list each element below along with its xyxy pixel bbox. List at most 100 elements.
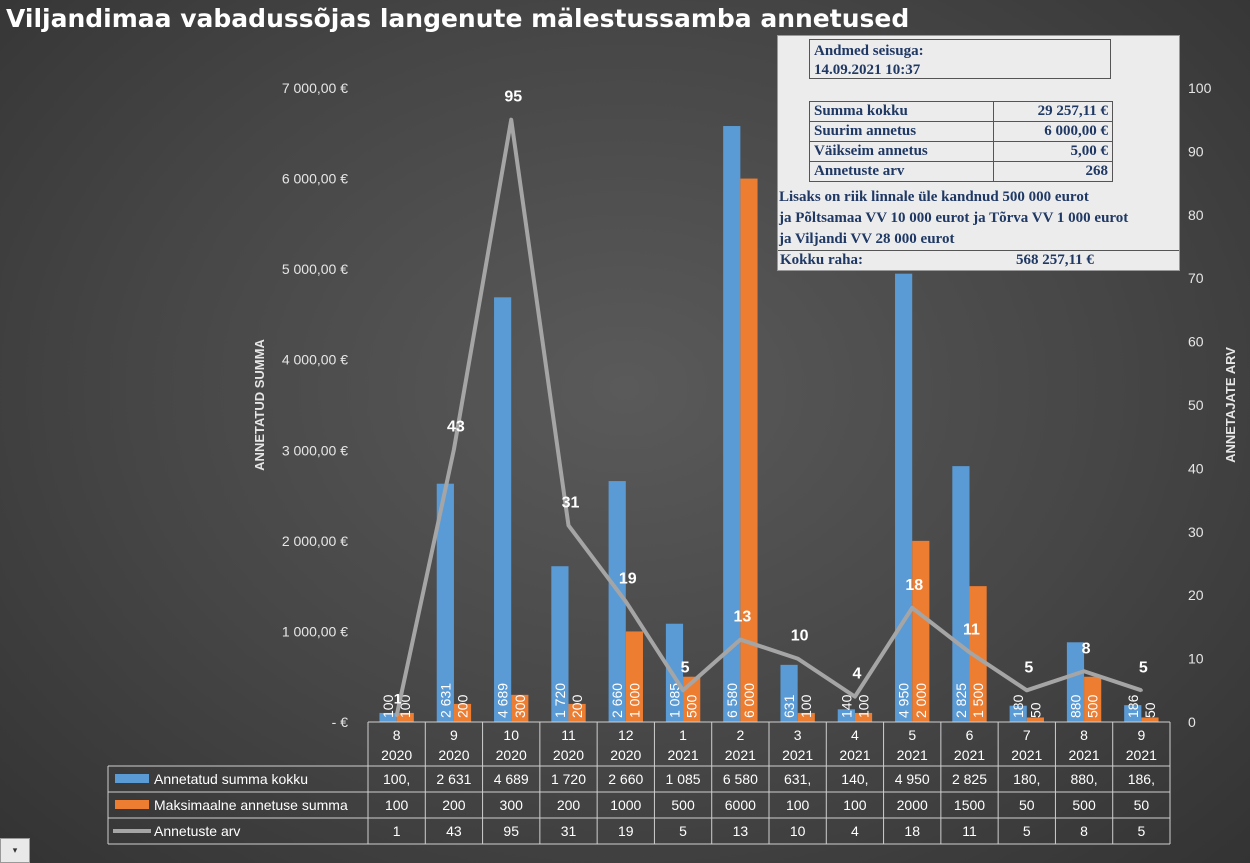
- bar-donated-data-label: 2 660: [609, 683, 625, 718]
- bar-max-donation: [912, 540, 930, 722]
- chart-title: Viljandimaa vabadussõjas langenute mäles…: [6, 4, 910, 33]
- right-axis-tick-label: 20: [1188, 587, 1204, 603]
- bar-donated-data-label: 4 950: [896, 683, 912, 718]
- data-table-cell: 100,: [383, 771, 410, 787]
- left-axis-tick-label: 4 000,00 €: [282, 352, 348, 368]
- data-as-of-label: Andmed seisuga:: [814, 43, 924, 59]
- data-table-cell: 8: [1080, 823, 1088, 839]
- line-data-label: 19: [619, 571, 637, 588]
- category-year-label: 2020: [438, 747, 469, 763]
- note-line: ja Viljandi VV 28 000 eurot: [779, 231, 955, 247]
- bar-max-donation-data-label: 6 000: [741, 683, 757, 718]
- category-year-label: 2021: [667, 747, 698, 763]
- data-table-cell: 100: [385, 797, 409, 813]
- left-axis-tick-label: 2 000,00 €: [282, 533, 348, 549]
- stats-row: Suurim annetus 6 000,00 €: [809, 121, 1114, 142]
- line-data-label: 1: [394, 691, 402, 707]
- bar-max-donation-data-label: 50: [1142, 702, 1158, 718]
- bar-max-donation: [1141, 717, 1159, 722]
- data-table-cell: 1: [393, 823, 401, 839]
- data-table-cell: 13: [733, 823, 749, 839]
- data-table-cell: 100: [786, 797, 810, 813]
- bar-max-donation-data-label: 100: [856, 694, 872, 718]
- bar-max-donation-data-label: 50: [1027, 702, 1043, 718]
- category-month-label: 10: [503, 727, 519, 743]
- bar-donated-data-label: 880: [1067, 694, 1083, 718]
- stats-label: Väikseim annetus: [809, 141, 994, 162]
- bar-donated-data-label: 2 825: [953, 683, 969, 718]
- dropdown-button[interactable]: ▾: [0, 838, 30, 863]
- bar-max-donation: [1026, 717, 1044, 722]
- left-axis-tick-label: 3 000,00 €: [282, 442, 348, 458]
- right-axis-title: ANNETAJATE ARV: [1223, 347, 1238, 463]
- data-table-cell: 4 689: [494, 771, 529, 787]
- line-data-label: 18: [905, 577, 923, 594]
- data-table-cell: 300: [500, 797, 524, 813]
- bar-donated-data-label: 186: [1125, 694, 1141, 718]
- category-year-label: 2021: [954, 747, 985, 763]
- category-month-label: 1: [679, 727, 687, 743]
- category-month-label: 3: [794, 727, 802, 743]
- bar-donated: [837, 709, 855, 722]
- left-axis-tick-label: 7 000,00 €: [282, 80, 348, 96]
- bar-max-donation: [511, 694, 529, 722]
- data-table-cell: 18: [904, 823, 920, 839]
- data-table-cell: 50: [1019, 797, 1035, 813]
- category-month-label: 8: [393, 727, 401, 743]
- bar-max-donation-data-label: 2 000: [913, 683, 929, 718]
- category-year-label: 2020: [381, 747, 412, 763]
- data-table-cell: 200: [442, 797, 466, 813]
- data-table-cell: 500: [1072, 797, 1096, 813]
- category-year-label: 2020: [496, 747, 527, 763]
- data-table-cell: 2 825: [952, 771, 987, 787]
- left-axis-tick-label: 1 000,00 €: [282, 623, 348, 639]
- category-year-label: 2021: [725, 747, 756, 763]
- data-table-cell: 5: [1137, 823, 1145, 839]
- right-axis-tick-label: 40: [1188, 460, 1204, 476]
- bar-donated-data-label: 4 689: [495, 683, 511, 718]
- data-table-cell: 500: [671, 797, 695, 813]
- line-data-label: 8: [1082, 640, 1091, 657]
- data-table-cell: 5: [679, 823, 687, 839]
- bar-max-donation: [740, 178, 758, 723]
- line-data-label: 95: [504, 89, 522, 106]
- data-table-cell: 631,: [784, 771, 811, 787]
- stats-label: Annetuste arv: [809, 161, 994, 182]
- bar-donated: [780, 664, 798, 722]
- note-line: Lisaks on riik linnale üle kandnud 500 0…: [779, 189, 1089, 205]
- line-point: [1082, 669, 1086, 673]
- bar-donated: [895, 273, 913, 722]
- data-table-cell: 43: [446, 823, 462, 839]
- data-table-cell: 1000: [610, 797, 641, 813]
- line-point: [624, 600, 628, 604]
- bar-donated-data-label: 1 720: [552, 683, 568, 718]
- line-data-label: 31: [562, 494, 580, 511]
- bar-donated: [1066, 642, 1085, 722]
- data-table-cell: 1 085: [666, 771, 701, 787]
- line-point: [452, 447, 456, 451]
- category-year-label: 2020: [610, 747, 641, 763]
- data-table-cell: 186,: [1128, 771, 1155, 787]
- category-month-label: 2: [736, 727, 744, 743]
- stats-row: Väikseim annetus 5,00 €: [809, 141, 1114, 162]
- legend-series-name: Annetuste arv: [154, 823, 240, 839]
- line-point: [567, 523, 570, 527]
- legend-series-name: Maksimaalne annetuse summa: [154, 797, 348, 813]
- line-point: [395, 714, 399, 718]
- data-table-cell: 1500: [954, 797, 985, 813]
- data-table-cell: 2000: [897, 797, 928, 813]
- category-month-label: 12: [618, 727, 634, 743]
- bar-donated-data-label: 100: [380, 694, 396, 718]
- line-point: [796, 657, 800, 661]
- additional-funds-note: Lisaks on riik linnale üle kandnud 500 0…: [779, 187, 1179, 250]
- left-axis-tick-label: 5 000,00 €: [282, 261, 348, 277]
- total-money-label: Kokku raha:: [780, 252, 863, 268]
- bar-max-donation-data-label: 200: [455, 694, 471, 718]
- stats-row: Annetuste arv 268: [809, 161, 1114, 182]
- line-point: [1025, 688, 1029, 692]
- data-table-cell: 2 631: [436, 771, 471, 787]
- bar-donated: [1009, 705, 1027, 722]
- line-point: [1139, 688, 1143, 692]
- bar-donated: [436, 483, 454, 722]
